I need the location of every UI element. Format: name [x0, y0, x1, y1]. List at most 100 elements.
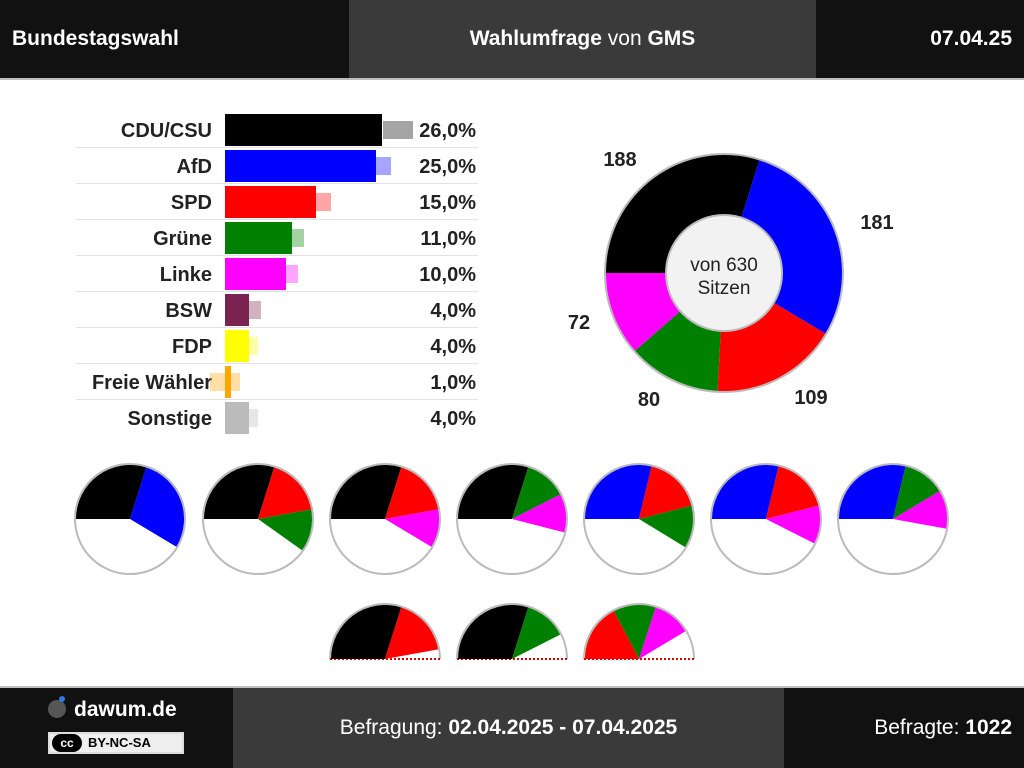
bar-category-label: FDP — [172, 336, 212, 358]
previous-value-marker — [287, 229, 304, 247]
bar-row: Grüne 11,0% — [76, 220, 478, 256]
dawum-logo-icon — [48, 696, 66, 718]
coalition-pie-outline — [456, 603, 568, 660]
previous-value-marker — [375, 157, 392, 175]
coalition-slice — [204, 465, 275, 519]
site-name: dawum.de — [74, 698, 177, 721]
coalition-slice — [613, 605, 656, 659]
donut-slice — [741, 160, 842, 334]
bar-category-label: Grüne — [153, 228, 212, 250]
coalition-slice — [130, 467, 184, 547]
previous-value-marker — [314, 193, 331, 211]
bar — [225, 330, 250, 362]
bar-category-label: SPD — [170, 192, 212, 214]
bar-value-label: 4,0% — [430, 336, 476, 358]
coalition-slice — [331, 465, 402, 519]
survey-word: Wahlumfrage — [469, 27, 602, 50]
coalition-pie — [583, 463, 695, 575]
donut-slice — [717, 302, 826, 391]
footer-divider — [0, 686, 1024, 688]
bar-category-label: AfD — [176, 156, 212, 178]
election-title: Bundestagswahl — [12, 27, 179, 50]
coalition-pie-outline — [74, 463, 186, 575]
coalition-slice — [585, 464, 652, 519]
seat-count-label: 181 — [860, 212, 893, 234]
bar-row: Sonstige 4,0% — [76, 400, 478, 436]
respondents: Befragte: 1022 — [874, 688, 1012, 768]
bar-category-label: Freie Wähler — [91, 372, 212, 394]
coalition-pie — [837, 463, 949, 575]
bar-value-label: 1,0% — [430, 372, 476, 394]
coalition-slice — [458, 604, 529, 659]
coalition-pie-outline — [329, 603, 441, 660]
coalition-slice — [585, 611, 639, 659]
seat-count-label: 109 — [794, 387, 827, 409]
coalition-slice — [385, 509, 439, 547]
bar-category-label: BSW — [165, 300, 212, 322]
bar-chart: CDU/CSU 26,0% AfD 25,0% SPD 15,0% Grüne 11,0% Li… — [76, 112, 478, 436]
coalition-slice — [512, 494, 566, 533]
coalition-pie — [456, 463, 568, 575]
coalition-slice — [385, 467, 439, 519]
previous-value-marker — [224, 373, 241, 391]
coalition-slice — [766, 466, 819, 519]
coalition-pie-outline — [837, 463, 949, 575]
seat-count-label: 188 — [603, 149, 636, 171]
donut-slice — [635, 311, 721, 391]
bar-value-label: 4,0% — [430, 408, 476, 430]
survey-date: 07.04.25 — [930, 27, 1012, 50]
header-divider — [0, 78, 1024, 80]
coalition-pie-outline — [583, 463, 695, 575]
bar — [225, 222, 292, 254]
bar-row: FDP 4,0% — [76, 328, 478, 364]
bar-row: Linke 10,0% — [76, 256, 478, 292]
coalition-pie-outline — [710, 463, 822, 575]
bar-row: Freie Wähler 1,0% — [76, 364, 478, 400]
footer-bar: dawum.de cc BY-NC-SA Befragung: 02.04.202… — [0, 688, 1024, 768]
bar — [225, 186, 316, 218]
coalition-pie-outline — [456, 463, 568, 575]
coalition-slice — [639, 607, 686, 659]
coalition-slice — [258, 509, 312, 551]
bar-value-label: 26,0% — [419, 120, 476, 142]
institute-name: GMS — [647, 27, 696, 50]
bar — [225, 150, 377, 182]
coalition-slice — [639, 505, 694, 548]
bar — [225, 366, 232, 398]
coalition-slice — [893, 491, 947, 529]
license-badge[interactable]: cc BY-NC-SA — [48, 732, 184, 754]
survey-title: Wahlumfrage von GMS — [349, 0, 816, 78]
seat-total-line1: von 630 — [690, 255, 758, 276]
bar — [225, 258, 286, 290]
coalition-slice — [385, 607, 439, 659]
bar-value-label: 11,0% — [420, 228, 476, 250]
dawum-logo[interactable]: dawum.de — [48, 696, 177, 722]
coalition-slice — [258, 467, 312, 519]
coalition-pie — [583, 603, 695, 660]
bar-category-label: CDU/CSU — [120, 120, 212, 142]
bar — [225, 402, 250, 434]
previous-value-marker — [242, 409, 259, 427]
bar — [225, 114, 383, 146]
coalition-pie-outline — [583, 603, 695, 660]
coalition-slice — [839, 465, 906, 519]
coalition-pie — [202, 463, 314, 575]
respondents-label: Befragte: — [874, 716, 960, 739]
coalition-slice — [331, 604, 402, 659]
previous-value-marker — [242, 337, 259, 355]
bar-category-label: Sonstige — [127, 408, 212, 430]
coalition-pie-outline — [329, 463, 441, 575]
header-bar: Bundestagswahl Wahlumfrage von GMS 07.04… — [0, 0, 1024, 78]
coalition-pie — [329, 463, 441, 575]
bar-value-label: 25,0% — [419, 156, 476, 178]
coalition-pie — [74, 463, 186, 575]
bar — [225, 294, 250, 326]
bar-value-label: 15,0% — [419, 192, 476, 214]
bar-row: SPD 15,0% — [76, 184, 478, 220]
cc-icon: cc — [52, 734, 82, 752]
seat-count-label: 72 — [568, 312, 590, 334]
coalition-slice — [766, 505, 820, 544]
coalition-slice — [639, 466, 692, 519]
seat-total-label: von 630 Sitzen — [664, 254, 784, 300]
coalition-slice — [512, 607, 561, 659]
